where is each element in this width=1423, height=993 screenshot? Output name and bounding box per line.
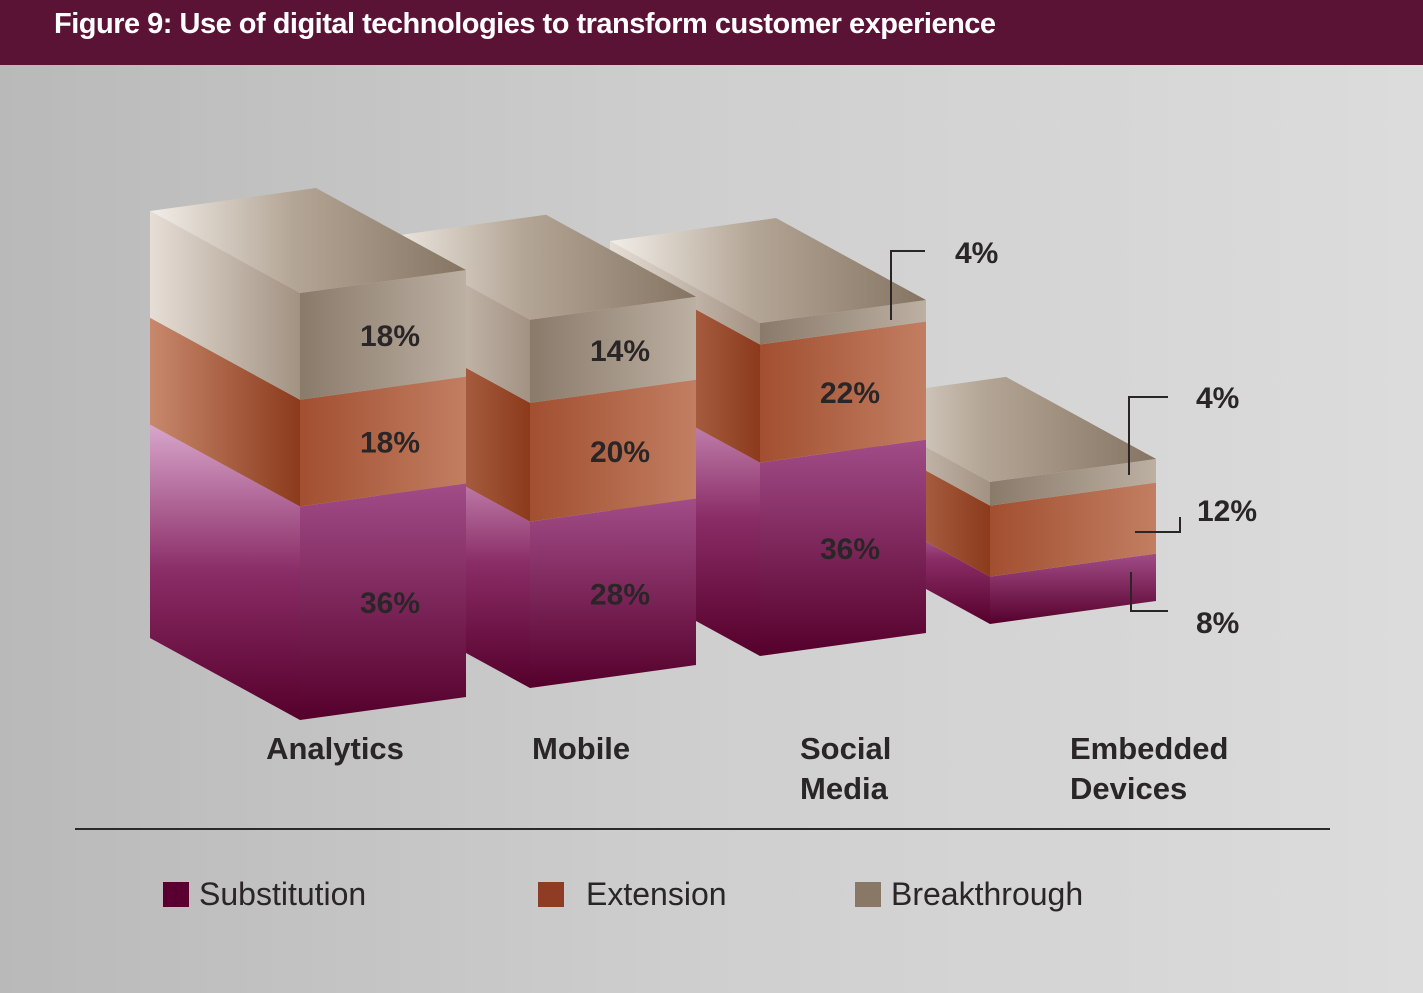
callout-leader-line: [1128, 396, 1168, 475]
legend-item-breakthrough: Breakthrough: [855, 876, 1083, 913]
bar-segment-side-breakthrough: [150, 211, 300, 400]
data-label-extension: 22%: [820, 377, 880, 410]
callout-leader-line: [890, 250, 925, 320]
legend-item-extension: Extension: [538, 876, 727, 913]
bar-segment-extension: [530, 379, 696, 522]
legend-label: Extension: [586, 876, 727, 912]
data-label-breakthrough: 4%: [1196, 382, 1239, 415]
separator-line: [75, 828, 1330, 830]
data-label-extension: 12%: [1197, 495, 1257, 528]
data-label-extension: 18%: [360, 427, 420, 460]
category-label: Embedded: [1070, 731, 1228, 766]
bar-segment-substitution: [760, 439, 926, 656]
bar-segment-extension: [760, 321, 926, 463]
chart-title: Figure 9: Use of digital technologies to…: [54, 8, 996, 40]
bar-segment-breakthrough: [990, 458, 1156, 506]
data-label-breakthrough: 14%: [590, 335, 650, 368]
bar-segment-substitution: [530, 498, 696, 688]
bar-segment-side-extension: [150, 317, 300, 507]
bar-analytics: [150, 188, 466, 720]
title-bar: Figure 9: Use of digital technologies to…: [0, 0, 1423, 65]
data-label-substitution: 36%: [820, 533, 880, 566]
category-label: Media: [800, 771, 889, 806]
category-label: Devices: [1070, 771, 1187, 806]
bar-segment-extension: [300, 376, 466, 507]
data-label-substitution: 28%: [590, 578, 650, 611]
category-label: Social: [800, 731, 891, 766]
legend-swatch: [855, 882, 881, 907]
bar-segment-breakthrough: [530, 296, 696, 403]
callout-leader-line: [1135, 517, 1181, 533]
data-label-extension: 20%: [590, 436, 650, 469]
data-label-breakthrough: 18%: [360, 320, 420, 353]
legend-label: Substitution: [199, 876, 367, 912]
data-label-substitution: 36%: [360, 587, 420, 620]
legend-label: Breakthrough: [891, 876, 1084, 912]
category-label: Analytics: [266, 731, 404, 766]
legend-swatch: [538, 882, 564, 907]
legend-item-substitution: Substitution: [163, 876, 366, 913]
bar-top-face: [610, 218, 926, 324]
bar-top-face: [380, 214, 696, 320]
data-label-substitution: 8%: [1196, 607, 1239, 640]
data-label-breakthrough: 4%: [955, 237, 998, 270]
category-label: Mobile: [532, 731, 630, 766]
bar-segment-substitution: [300, 483, 466, 720]
bar-segment-breakthrough: [300, 270, 466, 400]
bar-segment-side-substitution: [150, 424, 300, 720]
legend-swatch: [163, 882, 189, 907]
bar-segment-breakthrough: [760, 300, 926, 345]
bar-segment-extension: [990, 482, 1156, 577]
callout-leader-line: [1130, 572, 1168, 612]
bar-segment-substitution: [990, 553, 1156, 624]
bar-top-face: [150, 188, 466, 294]
